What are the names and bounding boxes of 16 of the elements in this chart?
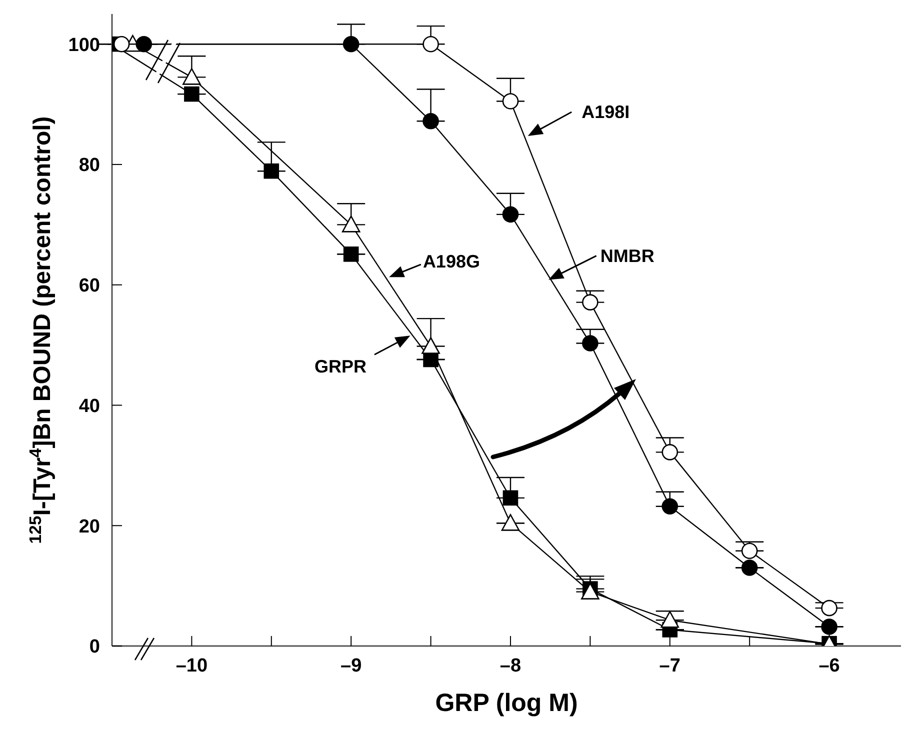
x-tick-label: –7 [659,655,680,676]
y-tick-label: 100 [68,34,100,56]
y-tick-label: 80 [78,155,100,176]
y-tick-label: 20 [78,516,100,538]
y-tick-label: 0 [89,636,100,658]
annotation: A198G [422,251,480,272]
y-tick-label: 40 [78,396,100,417]
annotation: A198I [582,102,630,122]
annotation: GRPR [314,356,366,377]
y-tick-label: 60 [78,276,100,297]
x-tick-label: –9 [340,655,362,676]
x-tick-label: –10 [176,655,208,676]
x-tick-label: –6 [818,655,840,676]
x-tick-label: –8 [500,655,522,676]
x-axis-title: GRP (log M) [435,689,578,717]
annotation: NMBR [600,246,654,266]
